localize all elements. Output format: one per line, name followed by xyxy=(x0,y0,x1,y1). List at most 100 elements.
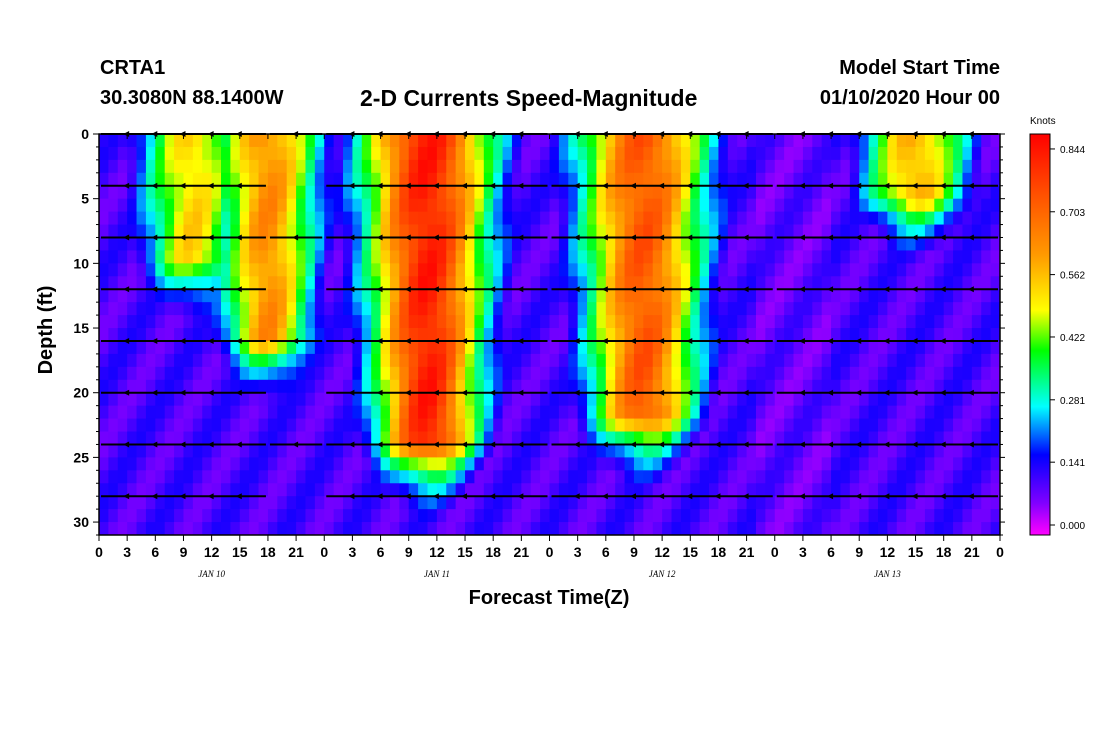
vector-arrowhead xyxy=(911,389,918,396)
heat-cell xyxy=(502,418,513,432)
heat-cell xyxy=(943,405,954,419)
x-tick-label: 21 xyxy=(514,544,530,560)
heat-cell xyxy=(192,263,203,277)
heat-cell xyxy=(633,237,644,251)
heat-cell xyxy=(906,211,916,225)
heat-cell xyxy=(587,328,597,342)
heat-cell xyxy=(699,289,710,303)
heat-cell xyxy=(511,315,522,329)
heat-cell xyxy=(981,172,992,187)
heat-cell xyxy=(333,315,344,329)
heat-cell xyxy=(821,237,832,251)
heat-cell xyxy=(915,366,926,381)
heat-cell xyxy=(483,340,494,355)
heat-cell xyxy=(305,509,316,523)
heat-cell xyxy=(906,328,916,342)
heat-cell xyxy=(192,328,203,342)
heat-cell xyxy=(596,444,607,458)
heat-cell xyxy=(990,289,1001,303)
heat-cell xyxy=(352,457,363,471)
heat-cell xyxy=(887,250,898,264)
heat-cell xyxy=(718,483,729,497)
heat-cell xyxy=(793,353,804,368)
heat-cell xyxy=(474,483,485,497)
heat-cell xyxy=(361,328,372,342)
heat-cell xyxy=(718,224,729,238)
heat-cell xyxy=(493,431,503,445)
heat-cell xyxy=(877,276,888,290)
heat-cell xyxy=(389,315,400,329)
heat-cell xyxy=(155,470,166,484)
heat-cell xyxy=(652,483,663,497)
heat-cell xyxy=(361,211,372,225)
heat-cell xyxy=(361,470,372,484)
heat-cell xyxy=(361,315,372,329)
heat-cell xyxy=(314,366,325,381)
heat-cell xyxy=(896,366,907,381)
heat-cell xyxy=(164,146,175,161)
heat-cell xyxy=(605,289,616,303)
heat-cell xyxy=(793,496,804,510)
heat-cell xyxy=(765,496,776,510)
x-tick-label: 0 xyxy=(320,544,328,560)
heat-cell xyxy=(267,366,278,381)
heat-cell xyxy=(192,431,203,445)
heat-cell xyxy=(690,470,701,484)
heat-cell xyxy=(915,172,926,187)
heat-cell xyxy=(418,366,428,381)
heat-cell xyxy=(305,379,316,394)
heat-cell xyxy=(577,159,588,174)
heat-cell xyxy=(840,211,851,225)
heat-cell xyxy=(502,457,513,471)
heat-cell xyxy=(493,470,503,484)
heat-cell xyxy=(296,302,306,316)
heat-cell xyxy=(127,224,137,238)
heat-cell xyxy=(436,185,447,200)
heat-cell xyxy=(737,366,747,381)
heat-cell xyxy=(155,496,166,510)
heat-cell xyxy=(371,198,381,213)
heat-cell xyxy=(868,315,879,329)
heat-cell xyxy=(596,237,607,251)
heat-cell xyxy=(906,470,916,484)
heat-cell xyxy=(662,522,672,536)
heat-cell xyxy=(643,522,654,536)
heat-cell xyxy=(746,159,757,174)
heat-cell xyxy=(549,263,560,277)
heat-cell xyxy=(643,224,654,238)
heat-cell xyxy=(821,470,832,484)
heat-cell xyxy=(849,470,860,484)
heat-cell xyxy=(183,211,194,225)
heat-cell xyxy=(727,328,738,342)
heat-cell xyxy=(408,250,419,264)
heat-cell xyxy=(267,522,278,536)
heat-cell xyxy=(371,418,381,432)
heat-cell xyxy=(971,483,982,497)
heat-cell xyxy=(596,302,607,316)
heat-cell xyxy=(709,315,719,329)
heat-cell xyxy=(990,134,1001,148)
heat-cell xyxy=(605,159,616,174)
vector-arrowhead xyxy=(827,441,834,448)
heat-cell xyxy=(915,405,926,419)
heat-cell xyxy=(352,134,363,148)
heat-cell xyxy=(202,366,213,381)
heat-cell xyxy=(202,496,213,510)
heat-cell xyxy=(624,159,635,174)
heat-cell xyxy=(127,263,137,277)
heat-cell xyxy=(793,224,804,238)
heat-cell xyxy=(633,353,644,368)
heat-cell xyxy=(596,159,607,174)
heat-cell xyxy=(718,522,729,536)
heat-cell xyxy=(136,172,147,187)
heat-cell xyxy=(361,159,372,174)
heat-cell xyxy=(408,224,419,238)
heat-cell xyxy=(249,146,259,161)
heat-cell xyxy=(840,509,851,523)
heat-cell xyxy=(812,431,823,445)
vector-arrowhead xyxy=(967,493,974,500)
heat-cell xyxy=(859,159,870,174)
heat-cell xyxy=(549,405,560,419)
heat-cell xyxy=(652,444,663,458)
heat-cell xyxy=(145,496,156,510)
